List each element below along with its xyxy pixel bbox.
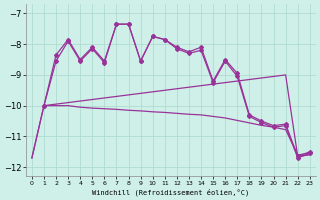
- X-axis label: Windchill (Refroidissement éolien,°C): Windchill (Refroidissement éolien,°C): [92, 188, 250, 196]
